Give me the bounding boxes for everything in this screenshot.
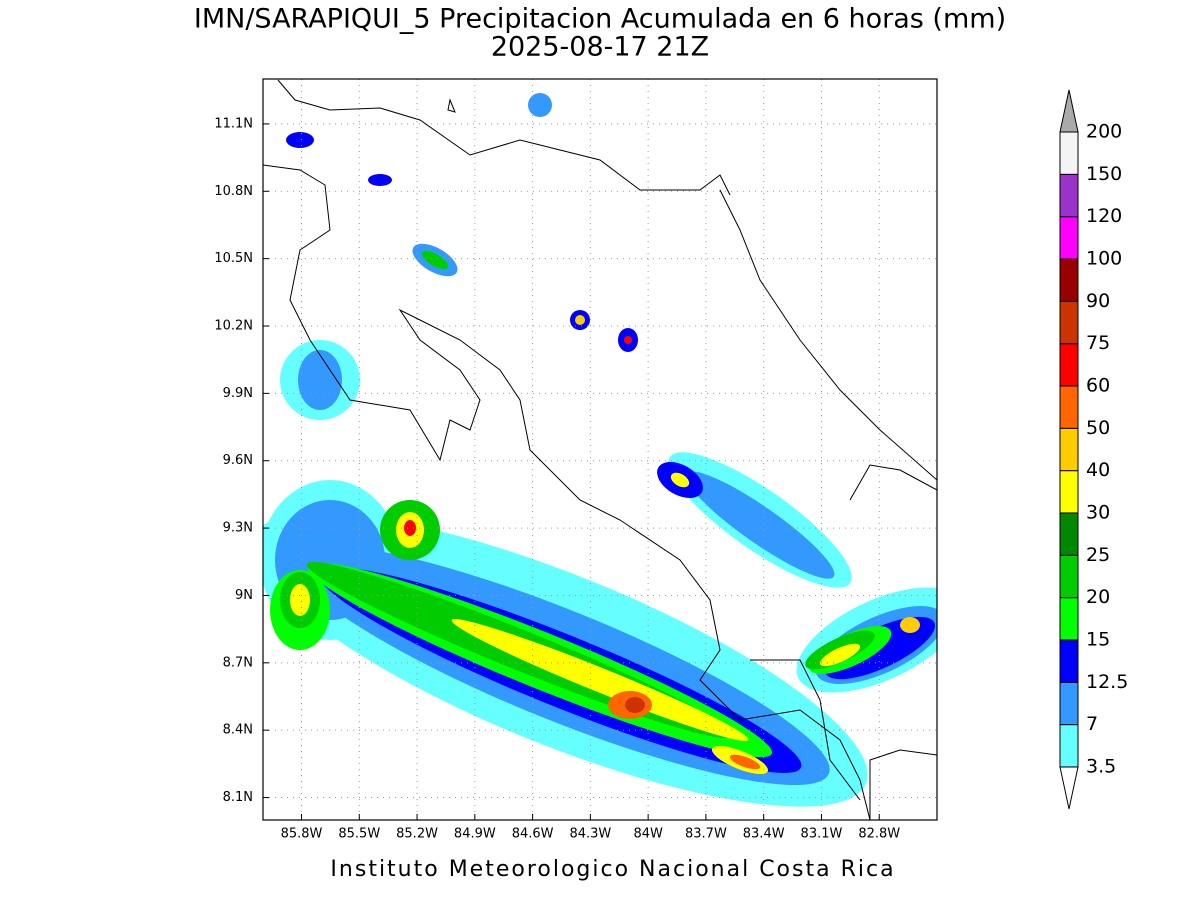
colorbar-label: 75 — [1086, 332, 1110, 354]
precip-area — [421, 250, 449, 270]
colorbar: 3.5 7 12.5 15 20 25 30 40 50 60 75 90 100 120 150 200 — [1059, 89, 1128, 810]
colorbar-box — [1059, 681, 1079, 726]
colorbar-box — [1059, 258, 1079, 302]
colorbar-label: 40 — [1086, 459, 1110, 481]
coastline — [719, 189, 937, 481]
colorbar-label: 90 — [1086, 290, 1110, 312]
precip-area — [298, 350, 342, 410]
map-title: IMN/SARAPIQUI_5 Precipitacion Acumulada … — [194, 4, 1006, 35]
colorbar-label: 50 — [1086, 417, 1110, 439]
colorbar-label: 3.5 — [1086, 755, 1116, 777]
y-tick-label: 8.7N — [223, 655, 253, 670]
coastline — [277, 79, 731, 196]
x-tick-label: 85.5W — [338, 827, 380, 842]
colorbar-box — [1059, 724, 1079, 768]
coastlines — [263, 79, 937, 820]
colorbar-label: 150 — [1086, 163, 1122, 185]
precip-area — [900, 617, 920, 633]
y-tick-label: 9.6N — [223, 453, 253, 468]
map-subtitle: 2025-08-17 21Z — [491, 32, 709, 63]
y-tick-label: 10.8N — [214, 184, 253, 199]
coastline — [263, 164, 871, 820]
x-tick-label: 84W — [633, 827, 663, 842]
colorbar-box — [1059, 427, 1079, 472]
x-tick-label: 83.7W — [685, 827, 727, 842]
x-tick-label: 84.3W — [569, 827, 611, 842]
colorbar-label: 15 — [1086, 628, 1110, 650]
colorbar-over — [1059, 89, 1079, 133]
precip-area — [625, 697, 645, 713]
colorbar-label: 30 — [1086, 501, 1110, 523]
colorbar-box — [1059, 512, 1079, 556]
precip-area — [286, 132, 314, 148]
y-tick-label: 11.1N — [214, 116, 253, 131]
x-tick-label: 85.2W — [396, 827, 438, 842]
x-tick-label: 84.9W — [454, 827, 496, 842]
precip-area — [451, 619, 749, 741]
colorbar-box — [1059, 470, 1079, 514]
precip-area — [575, 315, 585, 325]
colorbar-label: 12.5 — [1086, 671, 1128, 693]
precip-area — [290, 584, 310, 616]
colorbar-label: 60 — [1086, 374, 1110, 396]
colorbar-under — [1059, 766, 1079, 810]
colorbar-box — [1059, 173, 1079, 218]
y-tick-label: 8.1N — [223, 790, 253, 805]
precip-area — [670, 472, 690, 488]
x-tick-label: 85.8W — [281, 827, 323, 842]
colorbar-box — [1059, 131, 1079, 175]
y-tick-label: 9.3N — [223, 521, 253, 536]
precip-area — [819, 643, 861, 667]
y-tick-label: 9.9N — [223, 386, 253, 401]
precip-area — [685, 471, 835, 579]
y-tick-label: 10.5N — [214, 251, 253, 266]
credit: Instituto Meteorologico Nacional Costa R… — [330, 857, 895, 882]
colorbar-box — [1059, 597, 1079, 641]
precip-area — [404, 520, 416, 536]
x-tick-label: 84.6W — [512, 827, 554, 842]
colorbar-box — [1059, 216, 1079, 260]
colorbar-label: 25 — [1086, 544, 1110, 566]
island — [447, 98, 456, 113]
precip-area — [729, 754, 761, 770]
y-tick-label: 8.4N — [223, 723, 253, 738]
colorbar-box — [1059, 300, 1079, 345]
colorbar-box — [1059, 554, 1079, 599]
colorbar-label: 7 — [1086, 713, 1098, 735]
x-tick-label: 82.8W — [858, 827, 900, 842]
coastline — [849, 464, 937, 501]
colorbar-label: 200 — [1086, 121, 1122, 143]
colorbar-label: 20 — [1086, 586, 1110, 608]
colorbar-box — [1059, 639, 1079, 683]
precip-field — [263, 93, 937, 807]
x-tick-label: 83.1W — [801, 827, 843, 842]
colorbar-label: 100 — [1086, 247, 1122, 269]
precip-area — [368, 174, 392, 186]
precip-area — [624, 336, 632, 344]
precip-area — [528, 93, 552, 117]
x-tick-label: 83.4W — [743, 827, 785, 842]
y-tick-label: 9N — [235, 588, 253, 603]
y-tick-label: 10.2N — [214, 319, 253, 334]
map-frame — [262, 78, 938, 821]
coastline — [869, 749, 937, 820]
colorbar-label: 120 — [1086, 205, 1122, 227]
coastline — [750, 659, 861, 801]
grid: 85.8W 85.5W 85.2W 84.9W 84.6W 84.3W 84W 83.7W 83… — [214, 79, 937, 842]
colorbar-box — [1059, 343, 1079, 387]
colorbar-box — [1059, 385, 1079, 429]
